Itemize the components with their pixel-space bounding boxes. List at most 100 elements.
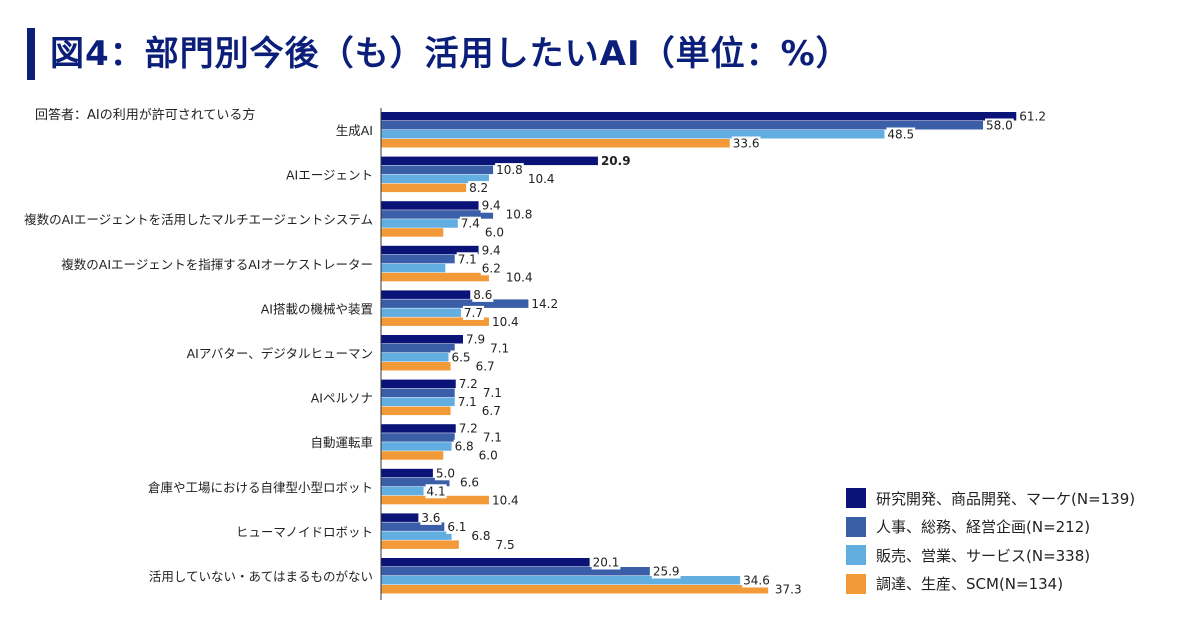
bar bbox=[381, 254, 455, 264]
data-label-bg bbox=[480, 198, 502, 213]
bar bbox=[381, 112, 1017, 121]
category-label: 複数のAIエージェントを指揮するAIオーケストレーター bbox=[61, 257, 373, 272]
data-label: 6.6 bbox=[460, 475, 479, 489]
bar bbox=[381, 130, 885, 139]
data-label-bg bbox=[456, 395, 478, 410]
data-label: 6.8 bbox=[455, 440, 474, 454]
data-label-bg bbox=[489, 341, 511, 356]
bar bbox=[381, 531, 452, 540]
data-label-bg bbox=[457, 421, 479, 436]
data-label-bg bbox=[495, 163, 524, 178]
chart-subtitle: 回答者：AIの利用が許可されている方 bbox=[35, 108, 256, 123]
category-label: AIアバター、デジタルヒューマン bbox=[187, 346, 373, 361]
data-label-bg bbox=[457, 377, 479, 392]
data-label-bg bbox=[1018, 109, 1047, 124]
category-label: 複数のAIエージェントを活用したマルチエージェントシステム bbox=[24, 212, 373, 227]
bar bbox=[381, 317, 489, 326]
data-label: 7.1 bbox=[458, 252, 477, 266]
data-label: 7.1 bbox=[490, 342, 509, 356]
data-label-bg bbox=[470, 528, 492, 543]
data-label-bg bbox=[434, 466, 456, 481]
legend-swatch bbox=[846, 488, 866, 509]
data-label-bg bbox=[481, 386, 503, 401]
data-label: 58.0 bbox=[986, 119, 1013, 133]
bar bbox=[381, 353, 449, 362]
data-label: 6.1 bbox=[447, 520, 466, 534]
data-label: 6.2 bbox=[482, 261, 501, 275]
bar bbox=[381, 397, 455, 407]
data-label-bg bbox=[456, 252, 478, 267]
legend-item: 販売、営業、サービス(N=338) bbox=[846, 541, 1135, 570]
legend-label: 研究開発、商品開発、マーケ(N=139) bbox=[876, 489, 1136, 508]
data-label: 20.9 bbox=[601, 154, 631, 168]
data-label: 8.6 bbox=[473, 288, 492, 302]
data-label: 7.1 bbox=[458, 395, 477, 409]
bar bbox=[381, 121, 984, 130]
data-label-bg bbox=[591, 555, 621, 570]
data-label: 6.0 bbox=[479, 449, 498, 463]
data-label-bg bbox=[530, 296, 560, 311]
bar bbox=[381, 433, 455, 442]
bar bbox=[381, 388, 455, 398]
data-label: 7.2 bbox=[459, 377, 478, 391]
data-label: 10.4 bbox=[506, 270, 533, 284]
legend-label: 調達、生産、SCM(N=134) bbox=[876, 575, 1064, 594]
data-label-bg bbox=[526, 172, 556, 187]
data-label: 8.2 bbox=[469, 181, 488, 195]
data-label-bg bbox=[468, 181, 490, 196]
category-label: 倉庫や工場における自律型小型ロボット bbox=[148, 480, 373, 495]
bar bbox=[381, 165, 494, 175]
bar bbox=[381, 522, 445, 531]
data-label-bg bbox=[459, 216, 481, 231]
bar bbox=[381, 379, 456, 389]
bar bbox=[381, 576, 741, 585]
bar bbox=[381, 513, 419, 522]
data-label-bg bbox=[886, 127, 916, 142]
bar bbox=[381, 540, 459, 549]
bar bbox=[381, 362, 451, 371]
data-label-bg bbox=[480, 404, 502, 419]
data-label-bg bbox=[773, 582, 803, 597]
data-label: 7.9 bbox=[466, 333, 485, 347]
legend: 研究開発、商品開発、マーケ(N=139) 人事、総務、経営企画(N=212) 販売、… bbox=[846, 484, 1135, 598]
data-label: 14.2 bbox=[531, 297, 558, 311]
data-label: 4.1 bbox=[427, 484, 446, 498]
legend-label: 人事、総務、経営企画(N=212) bbox=[876, 518, 1091, 537]
data-label-bg bbox=[472, 287, 494, 302]
data-label-bg bbox=[490, 314, 520, 329]
category-label: 自動運転車 bbox=[310, 435, 373, 450]
category-label: ヒューマノイドロボット bbox=[236, 524, 373, 539]
legend-swatch bbox=[846, 545, 866, 566]
data-label-bg bbox=[425, 484, 447, 499]
data-label: 7.1 bbox=[483, 386, 502, 400]
bar bbox=[381, 335, 464, 344]
data-label-bg bbox=[465, 332, 487, 347]
bar bbox=[381, 263, 446, 273]
data-label-bg bbox=[477, 448, 499, 463]
category-label: AIエージェント bbox=[286, 168, 373, 183]
bar bbox=[381, 245, 479, 255]
data-label: 33.6 bbox=[733, 137, 760, 151]
data-label: 37.3 bbox=[775, 583, 802, 597]
data-label-bg bbox=[731, 136, 761, 151]
data-label: 10.4 bbox=[528, 172, 555, 186]
bar bbox=[381, 585, 769, 594]
data-label: 9.4 bbox=[482, 243, 501, 257]
bar bbox=[381, 201, 479, 210]
data-label: 7.7 bbox=[464, 306, 483, 320]
data-label: 10.8 bbox=[496, 163, 523, 177]
data-label-bg bbox=[504, 270, 534, 285]
data-label: 7.4 bbox=[461, 217, 480, 231]
data-label-bg bbox=[504, 207, 534, 222]
data-label: 61.2 bbox=[1019, 110, 1046, 124]
bar bbox=[381, 156, 598, 166]
data-label: 9.4 bbox=[482, 199, 501, 213]
data-label-bg bbox=[494, 537, 516, 552]
data-label: 34.6 bbox=[743, 574, 770, 588]
data-label: 10.4 bbox=[492, 315, 519, 329]
data-label: 7.2 bbox=[459, 422, 478, 436]
data-label: 25.9 bbox=[653, 565, 680, 579]
data-label-bg bbox=[481, 430, 503, 445]
bar bbox=[381, 477, 450, 487]
